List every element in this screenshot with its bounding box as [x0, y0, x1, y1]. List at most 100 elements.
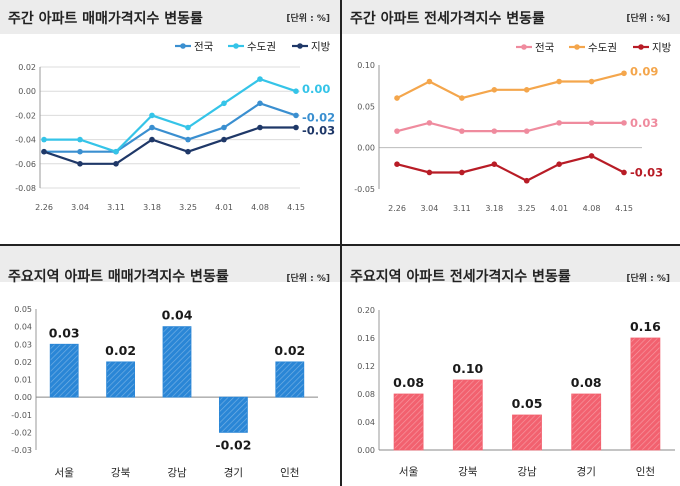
x-tick-label: 3.25 [518, 204, 536, 213]
data-point [394, 95, 400, 101]
series-line [44, 102, 297, 153]
bar-value-label: 0.02 [274, 343, 305, 358]
line-chart-jeonse-weekly: 0.10 0.05 0.00 -0.05 2.26 3.04 3.11 3.18 3.25 4.0… [354, 42, 672, 213]
bar [106, 361, 135, 398]
data-point [293, 88, 299, 94]
category-label: 인천 [280, 467, 299, 479]
data-point [185, 136, 191, 143]
panel-jeonse-regions: 주요지역 아파트 전세가격지수 변동률 [단위 : %] 0.20 0.16 0.1… [342, 246, 680, 486]
y-tick-label: 0.02 [18, 63, 36, 72]
y-tick-label: 0.08 [357, 390, 375, 399]
series-line [396, 121, 624, 133]
data-point [113, 161, 119, 167]
data-point [257, 124, 263, 131]
data-point [77, 136, 83, 143]
panel-header [0, 0, 340, 34]
y-tick-label: 0.10 [357, 61, 375, 70]
data-point [556, 78, 562, 85]
unit-label: [단위 : %] [626, 274, 670, 284]
x-tick-label: 3.11 [107, 203, 125, 212]
data-point [394, 128, 400, 134]
data-point [459, 95, 465, 101]
bar [393, 393, 424, 451]
data-point [459, 128, 465, 134]
y-tick-label: 0.00 [357, 144, 375, 153]
data-point [621, 169, 627, 176]
bar-chart-jeonse-regions: 0.20 0.16 0.12 0.08 0.04 0.00 0.08 서울 0.10 강북 0.05… [357, 306, 675, 478]
data-point [491, 161, 498, 167]
data-point [257, 100, 263, 107]
data-point [149, 112, 155, 119]
end-value-label: 0.09 [630, 64, 658, 78]
data-point [523, 128, 530, 134]
x-tick-label: 2.26 [388, 204, 406, 213]
data-point [426, 169, 433, 176]
data-point [221, 136, 227, 143]
line-chart-sale-weekly: 0.02 0.00 -0.02 -0.04 -0.06 -0.08 2.26 3.04 3.11… [15, 41, 335, 212]
y-tick-label: 0.12 [357, 362, 375, 371]
bar-value-label: 0.05 [512, 396, 543, 411]
panel-divider-vertical [340, 0, 342, 486]
data-point [149, 136, 155, 143]
data-point [588, 120, 595, 126]
panel-title: 주간 아파트 매매가격지수 변동률 [8, 11, 203, 27]
data-point [77, 148, 83, 155]
legend-label: 수도권 [588, 42, 617, 54]
data-point [556, 120, 562, 126]
legend-label: 지방 [652, 42, 672, 54]
data-point [523, 87, 530, 93]
panel-jeonse-weekly: 주간 아파트 전세가격지수 변동률 [단위 : %] 0.10 0.05 0.00 -… [342, 0, 680, 244]
y-tick-label: 0.05 [357, 102, 375, 111]
legend-marker [297, 43, 303, 49]
data-point [588, 78, 595, 85]
data-point [221, 124, 227, 131]
y-tick-label: 0.16 [357, 334, 375, 343]
bar [49, 343, 79, 398]
x-tick-label: 3.25 [179, 203, 197, 212]
bar-value-label: 0.02 [105, 343, 136, 358]
data-point [491, 87, 498, 93]
bar [452, 379, 483, 451]
category-label: 강남 [517, 466, 537, 478]
y-tick-label: 0.04 [14, 323, 32, 332]
x-tick-label: 4.08 [251, 203, 269, 212]
category-label: 서울 [55, 467, 75, 479]
data-point [556, 161, 562, 167]
x-tick-label: 4.15 [287, 203, 305, 212]
bar [162, 326, 192, 398]
x-tick-label: 3.04 [421, 204, 439, 213]
data-point [41, 148, 47, 155]
legend-label: 전국 [535, 42, 555, 54]
y-tick-label: 0.05 [14, 305, 32, 314]
bar-value-label: 0.10 [452, 361, 483, 376]
end-value-label: -0.03 [302, 124, 335, 138]
x-tick-label: 2.26 [35, 203, 53, 212]
unit-label: [단위 : %] [286, 14, 330, 24]
legend-label: 전국 [194, 41, 214, 53]
category-label: 서울 [399, 466, 419, 478]
panel-header [342, 0, 680, 34]
legend-marker [574, 44, 580, 50]
legend-label: 지방 [311, 41, 331, 53]
y-tick-label: -0.05 [354, 185, 375, 194]
series-line [396, 72, 625, 100]
y-tick-label: 0.00 [14, 393, 32, 402]
bar-value-label: 0.16 [630, 319, 661, 334]
series-line [44, 77, 297, 153]
data-point [491, 128, 498, 134]
legend-label: 수도권 [247, 41, 276, 53]
category-label: 강남 [167, 467, 187, 479]
panel-sale-weekly: 주간 아파트 매매가격지수 변동률 [단위 : %] 0.02 0.00 -0.02… [0, 0, 340, 244]
y-tick-label: 0.04 [357, 418, 375, 427]
bar-value-label: 0.08 [571, 375, 602, 390]
panel-sale-regions: 주요지역 아파트 매매가격지수 변동률 [단위 : %] 0.05 0.04 0.0… [0, 246, 340, 486]
legend-marker [638, 44, 644, 50]
data-point [185, 124, 191, 131]
bar-value-label: 0.04 [162, 308, 193, 323]
category-label: 경기 [577, 465, 596, 478]
data-point [221, 100, 227, 107]
bar [630, 337, 661, 451]
end-value-label: -0.02 [302, 110, 335, 124]
x-tick-label: 3.18 [485, 204, 503, 213]
